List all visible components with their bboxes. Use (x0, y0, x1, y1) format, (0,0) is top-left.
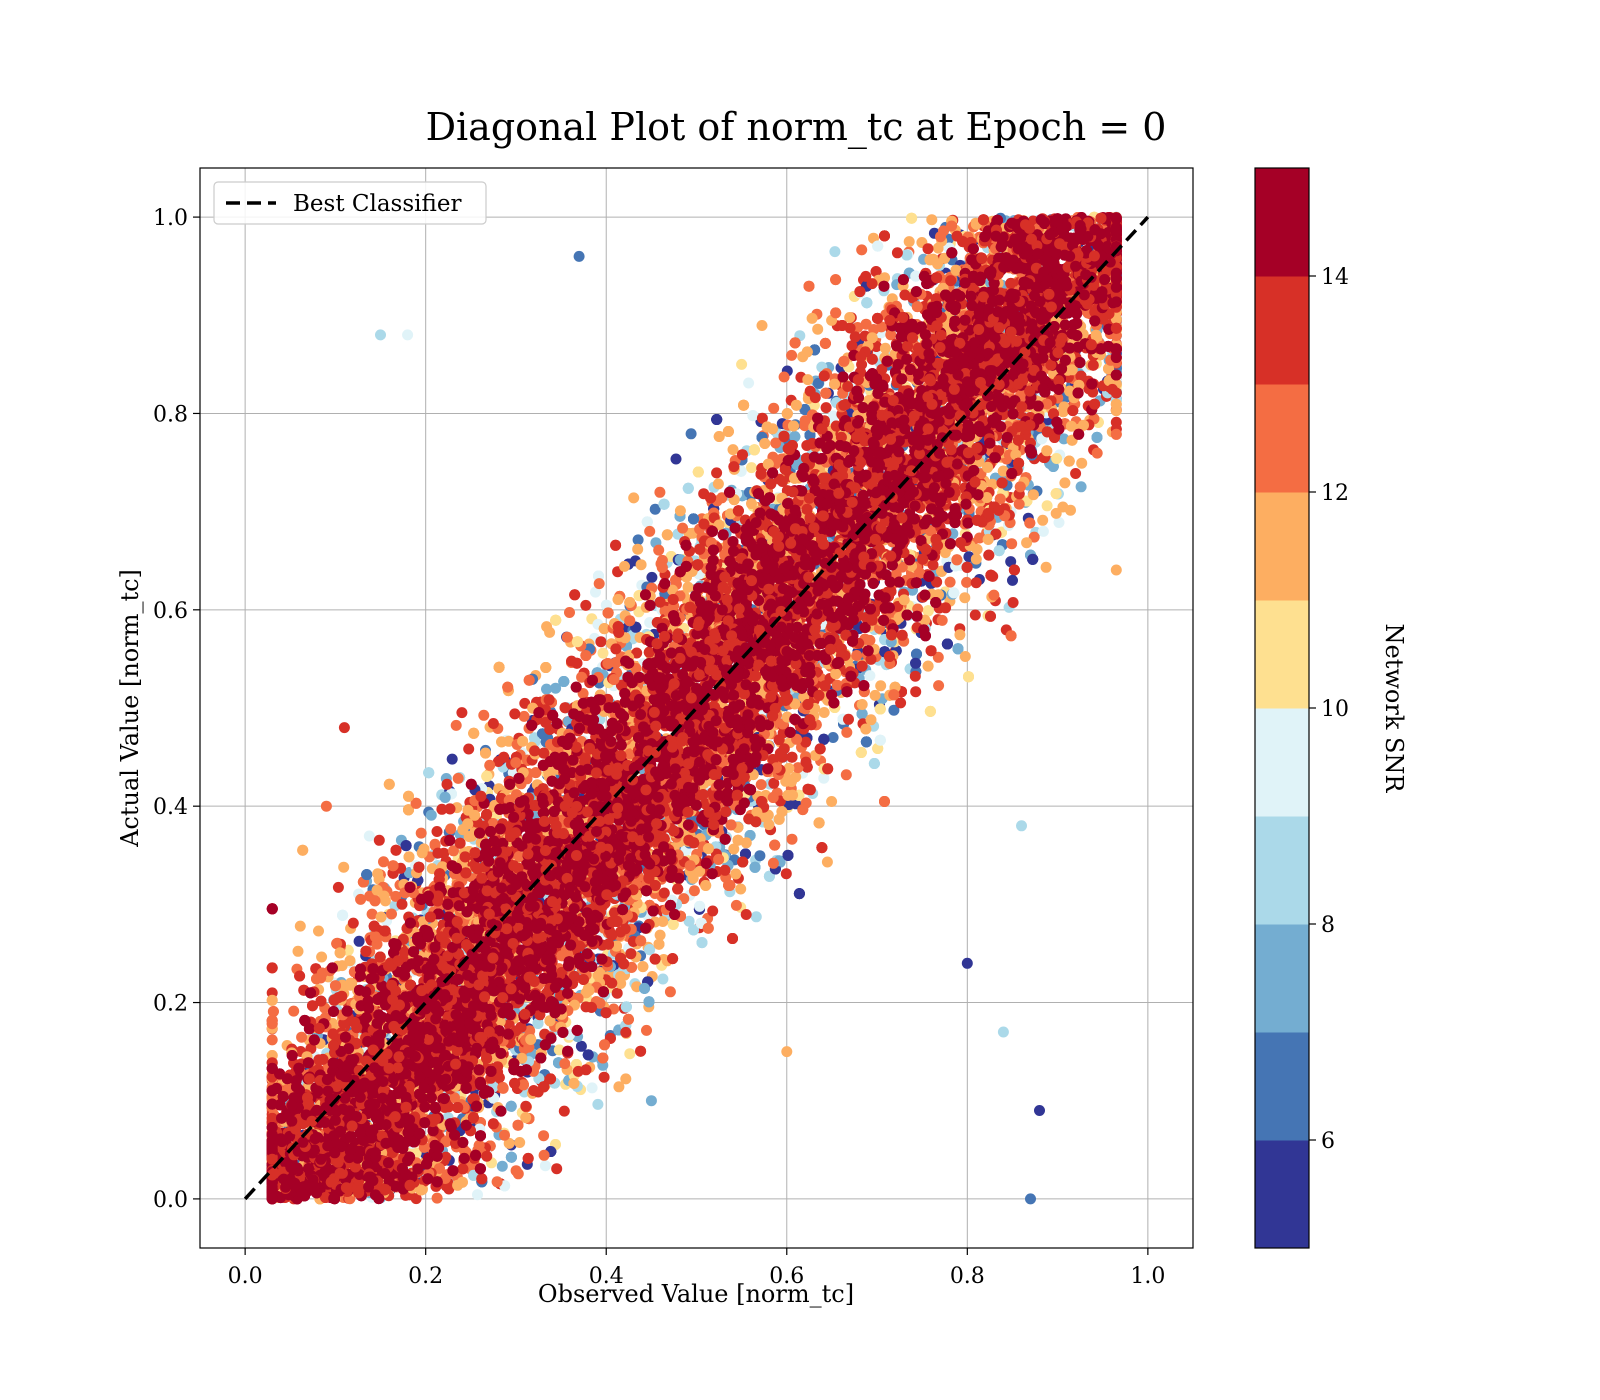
scatter-point (961, 576, 973, 588)
scatter-point (685, 428, 697, 440)
scatter-point (597, 647, 609, 659)
scatter-point (586, 1082, 598, 1094)
chart-title: Diagonal Plot of norm_tc at Epoch = 0 (426, 105, 1167, 150)
scatter-point (644, 617, 656, 628)
scatter-point (856, 244, 868, 256)
scatter-point (463, 743, 475, 755)
scatter-point (1037, 525, 1049, 537)
scatter-point (598, 1071, 610, 1083)
scatter-point (590, 586, 601, 598)
scatter-points (266, 211, 1122, 1205)
scatter-point (366, 908, 378, 920)
scatter-point (353, 935, 365, 947)
scatter-point (746, 462, 757, 474)
scatter-point (818, 772, 830, 784)
plot-area (199, 167, 1194, 1249)
scatter-point (657, 973, 669, 985)
scatter-point (363, 830, 375, 842)
scatter-point (1053, 517, 1065, 528)
scatter-point (864, 670, 876, 682)
scatter-point (768, 402, 780, 414)
scatter-point (541, 683, 552, 695)
scatter-point (378, 856, 389, 868)
scatter-point (496, 1160, 508, 1172)
scatter-point (840, 769, 852, 781)
scatter-point (1058, 433, 1070, 445)
scatter-point (646, 571, 658, 583)
scatter-point (812, 323, 824, 335)
scatter-point (829, 246, 841, 258)
scatter-point (1005, 556, 1017, 568)
scatter-point (932, 651, 944, 663)
scatter-point (564, 607, 575, 618)
scatter-point (743, 377, 755, 389)
scatter-point (390, 890, 402, 902)
scatter-point (670, 453, 682, 465)
scatter-point (959, 592, 971, 604)
scatter-point (472, 1189, 483, 1201)
scatter-point (728, 843, 740, 855)
scatter-point (425, 809, 437, 821)
scatter-point (750, 911, 762, 923)
scatter-point (827, 732, 839, 743)
scatter-point (446, 753, 458, 765)
scatter-point (632, 534, 644, 546)
scatter-point (649, 503, 661, 515)
scatter-point (592, 1098, 604, 1110)
scatter-point (754, 850, 766, 862)
scatter-point (683, 915, 695, 927)
scatter-point (888, 704, 900, 716)
scatter-point (1075, 481, 1087, 493)
scatter-point (1041, 500, 1053, 512)
scatter-point (818, 707, 830, 718)
scatter-point (624, 1048, 636, 1060)
scatter-point (575, 1040, 587, 1052)
scatter-point (561, 631, 573, 643)
scatter-point (550, 682, 562, 694)
scatter-point (553, 1044, 565, 1056)
scatter-point (431, 1192, 443, 1204)
scatter-point (539, 1160, 551, 1172)
